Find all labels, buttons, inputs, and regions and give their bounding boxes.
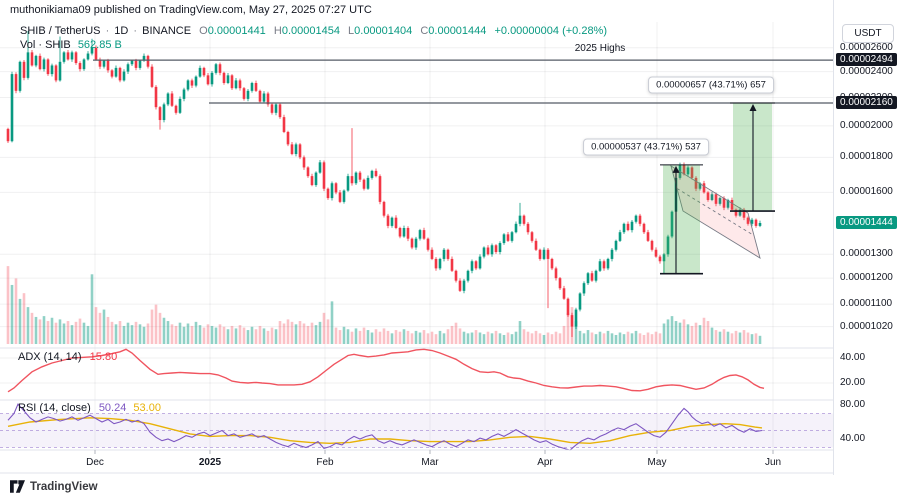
range-label-657[interactable]: 0.00000657 (43.71%) 657 bbox=[648, 76, 774, 94]
rsi-legend[interactable]: RSI (14, close) 50.24 53.00 bbox=[18, 402, 161, 414]
volume-label: Vol · SHIB bbox=[20, 39, 71, 51]
open-letter: O bbox=[199, 25, 208, 37]
price-axis-label: 0.00001800 bbox=[840, 151, 893, 163]
tradingview-logo-text: TradingView bbox=[30, 480, 98, 493]
month-label-Mar: Mar bbox=[421, 457, 439, 468]
gridlines bbox=[0, 22, 833, 450]
high-value: 0.00001454 bbox=[281, 25, 340, 37]
pane-separators bbox=[0, 347, 900, 474]
low-letter: L bbox=[348, 25, 355, 37]
range-label-537[interactable]: 0.00000537 (43.71%) 537 bbox=[583, 138, 709, 156]
rsi-ma-value: 53.00 bbox=[133, 402, 161, 414]
price-badge: 0.00002160 bbox=[836, 95, 897, 109]
price-axis-label: 0.00002400 bbox=[840, 65, 893, 77]
change-value: +0.00000004 (+0.28%) bbox=[494, 25, 608, 37]
rsi-title: RSI (14, close) bbox=[18, 402, 91, 414]
rsi-axis-label: 80.00 bbox=[840, 399, 866, 410]
volume-value: 562.85 B bbox=[77, 39, 122, 51]
volume-legend[interactable]: Vol · SHIB 562.85 B bbox=[20, 39, 122, 51]
volume-bars bbox=[6, 266, 762, 344]
close-value: 0.00001444 bbox=[428, 25, 487, 37]
symbol-name[interactable]: SHIB / TetherUS bbox=[20, 25, 101, 37]
attribution-text: muthonikiama09 published on TradingView.… bbox=[10, 4, 372, 16]
adx-value: 15.80 bbox=[89, 351, 118, 363]
price-axis-label: 0.00001600 bbox=[840, 186, 893, 198]
currency-button[interactable]: USDT bbox=[842, 24, 894, 43]
exchange-label: BINANCE bbox=[142, 25, 192, 37]
adx-axis-label: 40.00 bbox=[840, 352, 866, 363]
price-axis[interactable] bbox=[833, 0, 900, 475]
price-axis-label: 0.00002600 bbox=[840, 41, 893, 53]
price-axis-label: 0.00001200 bbox=[840, 272, 893, 284]
month-label-Dec: Dec bbox=[86, 457, 104, 468]
close-letter: C bbox=[420, 25, 429, 37]
month-label-2025: 2025 bbox=[198, 457, 222, 468]
price-axis-label: 0.00001100 bbox=[840, 298, 893, 310]
month-label-Apr: Apr bbox=[537, 457, 553, 468]
month-label-Jun: Jun bbox=[764, 457, 782, 468]
tradingview-logo-icon bbox=[10, 480, 25, 493]
price-axis-label: 0.00002000 bbox=[840, 119, 893, 131]
month-label-May: May bbox=[647, 457, 667, 468]
symbol-legend[interactable]: SHIB / TetherUS · 1D · BINANCE O0.000014… bbox=[20, 25, 608, 37]
drawings bbox=[93, 59, 833, 275]
open-value: 0.00001441 bbox=[207, 25, 266, 37]
price-axis-label: 0.00001020 bbox=[840, 320, 893, 332]
adx-axis-label: 20.00 bbox=[840, 377, 866, 388]
rsi-value: 50.24 bbox=[98, 402, 127, 414]
adx-title: ADX (14, 14) bbox=[18, 351, 82, 363]
candles bbox=[6, 31, 762, 337]
price-axis-label: 0.00001300 bbox=[840, 248, 893, 260]
low-value: 0.00001404 bbox=[354, 25, 413, 37]
price-badge: 0.00002494 bbox=[836, 53, 897, 67]
month-label-Feb: Feb bbox=[316, 457, 334, 468]
tradingview-logo[interactable]: TradingView bbox=[10, 480, 98, 493]
rsi-axis-label: 40.00 bbox=[840, 433, 866, 444]
high-letter: H bbox=[273, 25, 282, 37]
price-badge: 0.00001444 bbox=[836, 216, 897, 229]
rsi-pane bbox=[0, 403, 833, 451]
adx-pane bbox=[7, 348, 765, 393]
2025-highs-label[interactable]: 2025 Highs bbox=[574, 43, 626, 54]
adx-legend[interactable]: ADX (14, 14) 15.80 bbox=[18, 351, 117, 363]
interval-label[interactable]: 1D bbox=[114, 25, 129, 37]
